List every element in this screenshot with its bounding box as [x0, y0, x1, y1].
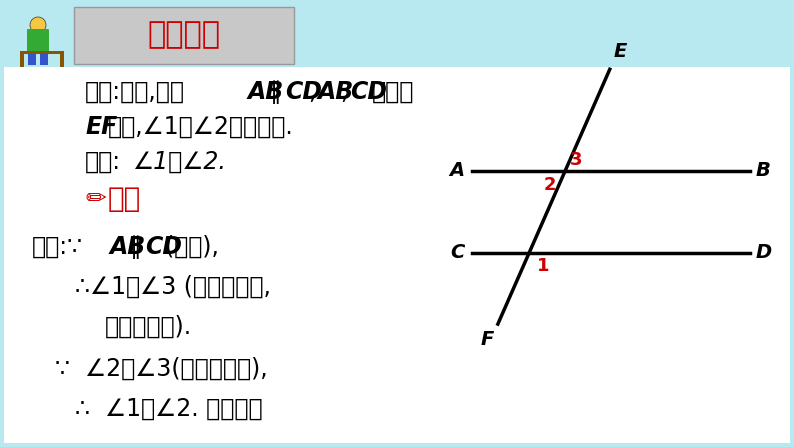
Text: F: F	[480, 330, 494, 349]
Text: AB: AB	[110, 235, 146, 259]
Text: CD: CD	[285, 80, 322, 104]
Text: ∥: ∥	[130, 235, 142, 259]
Text: 已知:如图,直线: 已知:如图,直线	[85, 80, 185, 104]
Text: ∵  ∠2＝∠3(对顶角相等),: ∵ ∠2＝∠3(对顶角相等),	[55, 357, 268, 381]
Text: 证明:∵: 证明:∵	[32, 235, 83, 259]
Text: ∴  ∠1＝∠2. 等量代换: ∴ ∠1＝∠2. 等量代换	[75, 397, 263, 421]
Text: D: D	[755, 243, 772, 262]
Text: 一起探究: 一起探究	[148, 21, 221, 50]
Bar	[20, 51, 64, 54]
FancyBboxPatch shape	[27, 29, 49, 53]
Bar	[60, 53, 64, 67]
Bar	[4, 4, 76, 67]
Text: C: C	[450, 243, 464, 262]
Circle shape	[30, 17, 46, 33]
Text: 1: 1	[538, 257, 549, 274]
Text: A: A	[449, 161, 464, 180]
Bar	[20, 53, 24, 67]
Text: ✏: ✏	[85, 187, 106, 211]
Text: CD: CD	[350, 80, 387, 104]
Text: 分析: 分析	[108, 185, 141, 213]
Text: 同位角相等).: 同位角相等).	[105, 315, 192, 339]
Text: ,: ,	[340, 80, 348, 104]
Text: ∠1＝∠2.: ∠1＝∠2.	[133, 150, 227, 174]
Text: AB: AB	[318, 80, 354, 104]
Text: ,: ,	[308, 80, 315, 104]
Text: CD: CD	[145, 235, 182, 259]
Bar	[40, 51, 48, 65]
Text: EF: EF	[85, 115, 118, 139]
Text: (已知),: (已知),	[165, 235, 219, 259]
Text: 所截,∠1和∠2是内错角.: 所截,∠1和∠2是内错角.	[108, 115, 294, 139]
Text: B: B	[755, 161, 770, 180]
Text: 被直线: 被直线	[372, 80, 414, 104]
Text: AB: AB	[248, 80, 284, 104]
Bar	[74, 7, 294, 64]
Text: ∴∠1＝∠3 (两直线平行,: ∴∠1＝∠3 (两直线平行,	[75, 275, 271, 299]
Bar	[4, 4, 790, 67]
Bar	[28, 51, 36, 65]
Text: 求证:: 求证:	[85, 150, 121, 174]
Text: 2: 2	[543, 176, 556, 194]
Text: ∥: ∥	[270, 80, 282, 104]
Text: E: E	[614, 42, 627, 61]
Text: 3: 3	[570, 151, 583, 169]
